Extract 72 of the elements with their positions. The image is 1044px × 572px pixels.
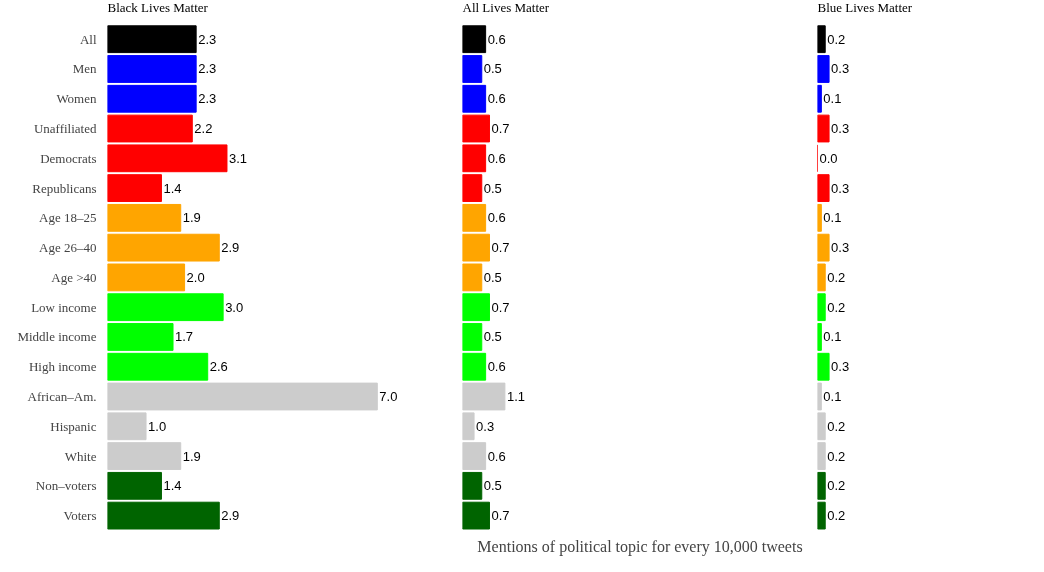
data-label: 1.7 bbox=[175, 329, 194, 345]
text: Blue Lives Matter bbox=[817, 0, 913, 16]
data-label: 0.2 bbox=[827, 269, 846, 285]
data-label: 2.9 bbox=[221, 240, 240, 256]
data-label: 0.6 bbox=[487, 359, 506, 375]
y-tick-label: High income bbox=[28, 359, 97, 375]
data-label: 0.7 bbox=[491, 508, 510, 524]
data-label: 0.3 bbox=[831, 121, 850, 137]
data-label: 0.5 bbox=[483, 269, 502, 285]
y-tick-label: Age 26–40 bbox=[39, 240, 97, 256]
data-label: 0.2 bbox=[827, 31, 846, 47]
data-label: 0.3 bbox=[831, 359, 850, 375]
chart-title: Black Lives Matter bbox=[107, 0, 209, 16]
data-label: 0.6 bbox=[487, 150, 506, 166]
y-tick-label: Low income bbox=[31, 299, 97, 315]
data-label: 0.2 bbox=[827, 448, 846, 464]
data-label: 1.1 bbox=[506, 389, 525, 405]
data-label: 7.0 bbox=[379, 389, 398, 405]
data-label: 0.6 bbox=[487, 91, 506, 107]
data-label: 0.5 bbox=[483, 180, 502, 196]
data-label: 0.5 bbox=[483, 329, 502, 345]
data-label: 0.7 bbox=[491, 299, 510, 315]
data-label: 2.9 bbox=[221, 508, 240, 524]
y-tick-label: Non–voters bbox=[35, 478, 97, 494]
y-tick-label: All bbox=[79, 31, 97, 47]
y-tick-label: White bbox=[64, 448, 97, 464]
chart-title: All Lives Matter bbox=[462, 0, 550, 16]
data-label: 0.2 bbox=[827, 418, 846, 434]
data-label: 2.3 bbox=[198, 91, 217, 107]
data-label: 1.4 bbox=[163, 180, 182, 196]
data-label: 1.4 bbox=[163, 478, 182, 494]
data-label: 0.3 bbox=[831, 240, 850, 256]
data-label: 0.1 bbox=[823, 389, 842, 405]
data-label: 0.0 bbox=[819, 150, 838, 166]
data-label: 2.0 bbox=[186, 269, 205, 285]
data-label: 3.1 bbox=[228, 150, 248, 166]
data-label: 0.6 bbox=[487, 448, 506, 464]
data-label: 0.3 bbox=[831, 61, 850, 77]
y-tick-label: Voters bbox=[63, 508, 97, 524]
y-tick-label: Democrats bbox=[40, 150, 97, 166]
data-label: 0.2 bbox=[827, 299, 846, 315]
y-tick-label: Women bbox=[56, 91, 97, 107]
y-tick-label: Hispanic bbox=[50, 418, 97, 434]
y-tick-label: Unaffiliated bbox=[33, 121, 97, 137]
x-axis-title: Mentions of political topic for every 10,000 tweets bbox=[477, 537, 803, 556]
data-label: 0.5 bbox=[483, 61, 502, 77]
data-label: 3.0 bbox=[225, 299, 244, 315]
data-label: 0.7 bbox=[491, 121, 510, 137]
data-label: 2.3 bbox=[198, 61, 217, 77]
data-label: 0.6 bbox=[487, 31, 506, 47]
y-tick-label: African–Am. bbox=[27, 389, 97, 405]
data-label: 0.6 bbox=[487, 210, 506, 226]
data-label: 0.1 bbox=[823, 210, 842, 226]
y-tick-label: Men bbox=[72, 61, 97, 77]
data-label: 1.9 bbox=[182, 210, 201, 226]
y-tick-label: Republicans bbox=[32, 180, 97, 196]
data-label: 0.1 bbox=[823, 329, 842, 345]
data-label: 2.6 bbox=[209, 359, 228, 375]
data-label: 0.2 bbox=[827, 508, 846, 524]
data-label: 1.9 bbox=[182, 448, 201, 464]
data-label: 0.3 bbox=[831, 180, 850, 196]
y-tick-label: Age >40 bbox=[51, 269, 97, 285]
data-label: 0.1 bbox=[823, 91, 842, 107]
data-label: 1.0 bbox=[148, 418, 167, 434]
data-label: 2.3 bbox=[198, 31, 217, 47]
y-tick-label: Middle income bbox=[17, 329, 97, 345]
data-label: 0.3 bbox=[476, 418, 495, 434]
data-label: 0.5 bbox=[483, 478, 502, 494]
y-tick-label: Age 18–25 bbox=[39, 210, 97, 226]
data-label: 2.2 bbox=[194, 121, 213, 137]
data-label: 0.2 bbox=[827, 478, 846, 494]
data-label: 0.7 bbox=[491, 240, 510, 256]
